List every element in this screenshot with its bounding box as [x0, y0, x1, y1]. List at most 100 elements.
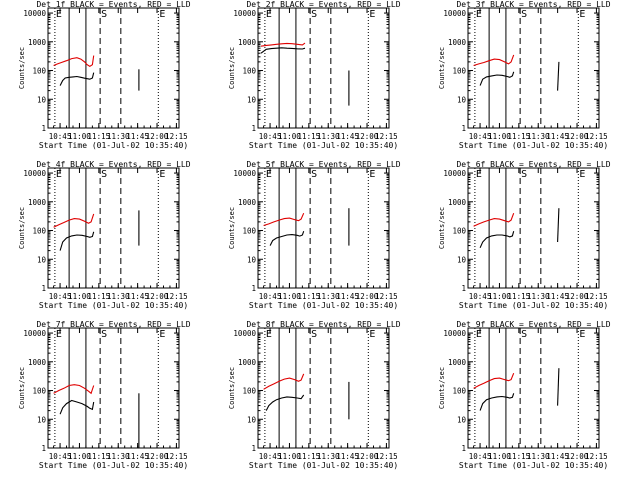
x-tick-label: 12:00	[566, 452, 589, 461]
y-tick-label: 10000	[233, 329, 256, 338]
y-tick-label: 1	[461, 444, 466, 453]
x-tick-label: 12:15	[375, 292, 398, 301]
y-tick-label: 100	[32, 387, 46, 396]
y-tick-label: 100	[452, 227, 466, 236]
x-tick-label: 11:30	[317, 292, 340, 301]
x-tick-label: 11:15	[298, 292, 321, 301]
x-tick-label: 11:15	[508, 452, 531, 461]
x-tick-label: 12:00	[356, 452, 379, 461]
chart-title: Det 9f BLACK = Events, RED = LLD	[456, 320, 610, 329]
y-tick-label: 100	[452, 67, 466, 76]
chart-title: Det 3f BLACK = Events, RED = LLD	[456, 0, 610, 9]
events-series-line	[59, 72, 95, 86]
y-tick-label: 1000	[28, 38, 47, 47]
y-axis-label: Counts/sec	[18, 207, 26, 249]
y-tick-label: 10	[247, 95, 257, 104]
x-tick-label: 12:00	[566, 292, 589, 301]
plot-frame	[47, 7, 180, 129]
y-tick-label: 100	[242, 67, 256, 76]
x-tick-label: 11:45	[126, 452, 149, 461]
chart-title: Det 2f BLACK = Events, RED = LLD	[246, 0, 400, 9]
marker-label: E	[579, 329, 585, 340]
y-axis-label: Counts/sec	[18, 47, 26, 89]
y-tick-label: 10	[457, 255, 467, 264]
x-tick-label: 11:00	[488, 292, 511, 301]
events-series-line	[479, 393, 515, 411]
y-tick-label: 1000	[238, 198, 257, 207]
y-tick-label: 10000	[233, 9, 256, 18]
plot-frame	[257, 327, 390, 449]
marker-label: S	[521, 169, 527, 180]
x-axis-label: Start Time (01-Jul-02 10:35:40)	[459, 141, 608, 150]
marker-label: S	[101, 329, 107, 340]
x-tick-label: 11:15	[88, 452, 111, 461]
marker-label: E	[369, 9, 375, 20]
y-tick-label: 10000	[23, 169, 46, 178]
x-tick-label: 11:30	[527, 452, 550, 461]
y-tick-label: 1000	[28, 198, 47, 207]
x-tick-label: 10:45	[469, 452, 492, 461]
x-tick-label: 11:30	[107, 292, 130, 301]
y-tick-label: 100	[32, 227, 46, 236]
x-axis-label: Start Time (01-Jul-02 10:35:40)	[39, 461, 188, 470]
y-tick-label: 10000	[23, 329, 46, 338]
x-tick-label: 11:30	[317, 452, 340, 461]
x-tick-label: 11:00	[278, 452, 301, 461]
marker-label: E	[159, 9, 165, 20]
x-tick-label: 11:45	[126, 132, 149, 141]
y-tick-label: 1	[251, 124, 256, 133]
marker-label: E	[266, 169, 272, 180]
marker-label: E	[56, 169, 62, 180]
x-tick-label: 10:45	[469, 292, 492, 301]
y-axis-label: Counts/sec	[228, 207, 236, 249]
events-series-line	[260, 47, 306, 54]
x-tick-label: 11:30	[107, 132, 130, 141]
plot-frame	[467, 167, 600, 289]
y-tick-label: 10	[247, 255, 257, 264]
chart-title: Det 4f BLACK = Events, RED = LLD	[36, 160, 190, 169]
plot-frame	[257, 7, 390, 129]
x-tick-label: 12:15	[165, 292, 188, 301]
marker-label: S	[311, 329, 317, 340]
marker-label: E	[369, 169, 375, 180]
events-series-line	[557, 208, 560, 243]
y-tick-label: 10000	[233, 169, 256, 178]
x-axis-label: Start Time (01-Jul-02 10:35:40)	[249, 141, 398, 150]
lld-series-line	[473, 213, 515, 227]
x-tick-label: 11:00	[278, 292, 301, 301]
plot-frame	[467, 7, 600, 129]
x-tick-label: 10:45	[49, 292, 72, 301]
y-tick-label: 100	[242, 387, 256, 396]
lld-series-line	[473, 54, 515, 67]
x-tick-label: 12:15	[585, 292, 608, 301]
marker-label: E	[159, 329, 165, 340]
x-tick-label: 12:00	[146, 132, 169, 141]
lld-series-line	[263, 212, 305, 227]
x-axis-label: Start Time (01-Jul-02 10:35:40)	[249, 301, 398, 310]
events-series-line	[557, 368, 560, 406]
x-tick-label: 11:30	[527, 132, 550, 141]
x-tick-label: 12:00	[356, 132, 379, 141]
events-series-line	[479, 71, 515, 86]
y-tick-label: 10	[457, 415, 467, 424]
x-tick-label: 11:45	[336, 132, 359, 141]
marker-label: E	[266, 9, 272, 20]
marker-label: S	[311, 169, 317, 180]
x-tick-label: 11:45	[336, 292, 359, 301]
lld-series-line	[263, 373, 305, 390]
events-series-line	[557, 61, 560, 91]
events-series-line	[59, 231, 95, 251]
x-tick-label: 11:00	[488, 452, 511, 461]
marker-label: E	[476, 9, 482, 20]
y-tick-label: 1000	[238, 38, 257, 47]
y-tick-label: 1	[41, 444, 46, 453]
y-tick-label: 1000	[448, 198, 467, 207]
y-tick-label: 10000	[23, 9, 46, 18]
y-tick-label: 10	[37, 415, 47, 424]
x-tick-label: 11:15	[508, 292, 531, 301]
